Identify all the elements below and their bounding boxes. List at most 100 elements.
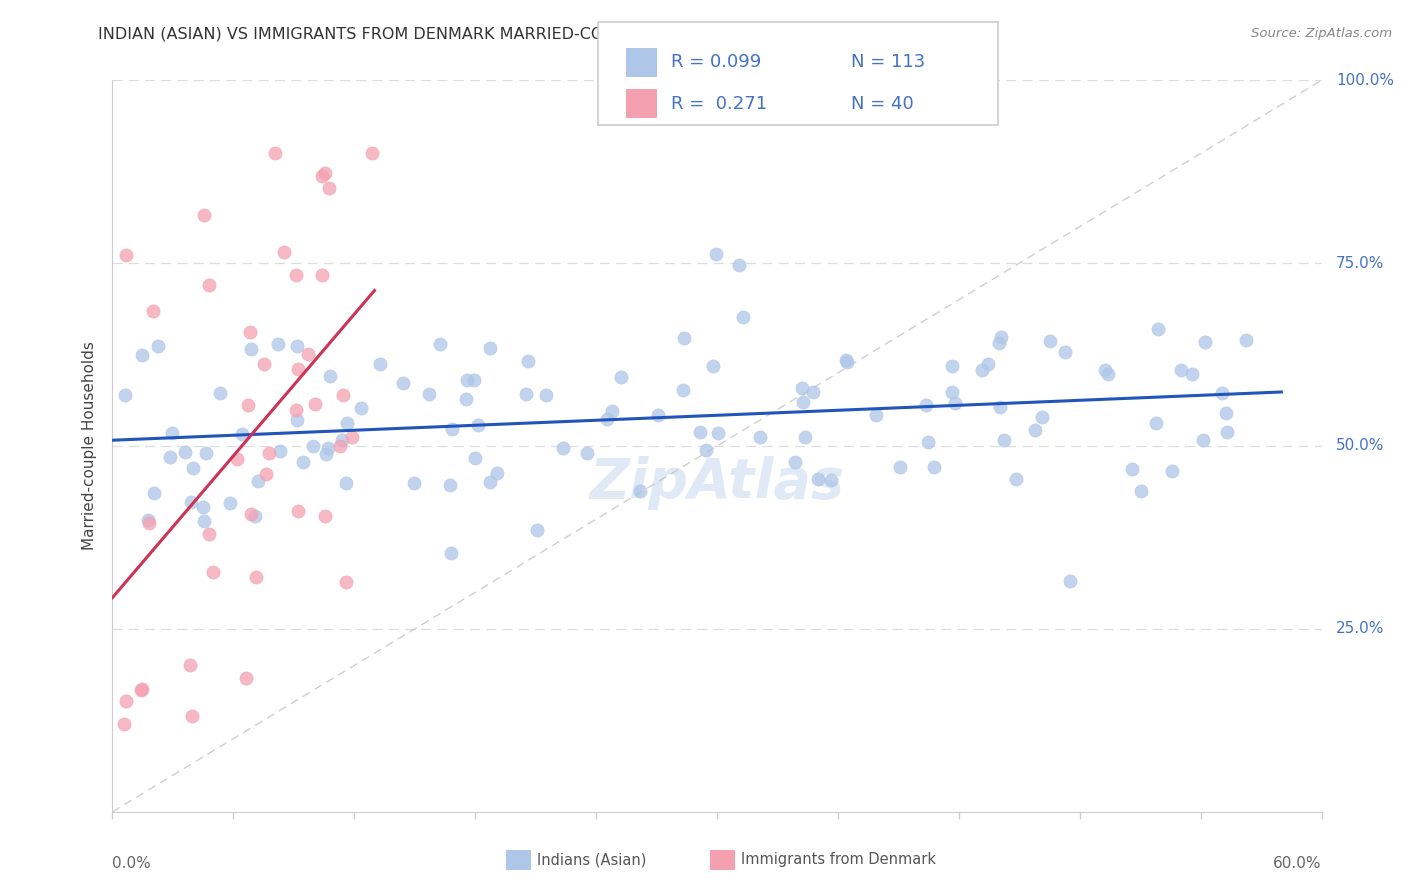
Point: [1054, 345, 1077, 359]
Point: [264, 146, 287, 161]
Point: [941, 385, 963, 400]
Point: [464, 450, 486, 465]
Point: [332, 433, 354, 447]
Point: [439, 478, 461, 492]
Point: [792, 394, 814, 409]
Point: [479, 342, 502, 356]
Point: [695, 442, 717, 457]
Point: [1094, 363, 1116, 377]
Point: [1004, 472, 1026, 486]
Point: [702, 359, 724, 373]
Point: [596, 412, 619, 426]
Text: 75.0%: 75.0%: [1336, 256, 1385, 270]
Point: [114, 248, 136, 262]
Text: N = 40: N = 40: [851, 95, 914, 112]
Text: R =  0.271: R = 0.271: [671, 95, 766, 112]
Point: [915, 398, 938, 412]
Point: [252, 357, 274, 371]
Point: [672, 383, 695, 397]
Point: [1191, 433, 1213, 447]
Point: [335, 575, 357, 590]
Point: [463, 373, 485, 387]
Point: [179, 657, 201, 672]
Point: [704, 246, 727, 260]
Text: N = 113: N = 113: [851, 54, 925, 71]
Point: [820, 473, 842, 487]
Point: [404, 475, 426, 490]
Point: [418, 386, 440, 401]
Point: [835, 355, 858, 369]
Point: [429, 336, 451, 351]
Point: [287, 504, 309, 518]
Point: [835, 353, 858, 368]
Point: [219, 496, 242, 510]
Text: 50.0%: 50.0%: [1336, 439, 1385, 453]
Point: [943, 395, 966, 409]
Text: Immigrants from Denmark: Immigrants from Denmark: [741, 853, 936, 867]
Point: [114, 388, 136, 402]
Point: [316, 441, 339, 455]
Point: [600, 404, 623, 418]
Point: [1121, 462, 1143, 476]
Point: [628, 483, 651, 498]
Point: [988, 400, 1011, 414]
Point: [297, 347, 319, 361]
Point: [479, 475, 502, 489]
Point: [136, 513, 159, 527]
Y-axis label: Married-couple Households: Married-couple Households: [82, 342, 97, 550]
Point: [287, 362, 309, 376]
Point: [174, 444, 197, 458]
Point: [336, 416, 359, 430]
Point: [180, 495, 202, 509]
Point: [269, 443, 291, 458]
Point: [536, 388, 558, 402]
Point: [485, 467, 508, 481]
Point: [245, 569, 267, 583]
Point: [1031, 410, 1053, 425]
Point: [517, 354, 540, 368]
Point: [392, 376, 415, 390]
Point: [285, 412, 308, 426]
Point: [707, 426, 730, 441]
Point: [181, 709, 204, 723]
Point: [515, 386, 537, 401]
Point: [273, 244, 295, 259]
Point: [368, 357, 391, 371]
Point: [610, 369, 633, 384]
Point: [807, 472, 830, 486]
Point: [246, 474, 269, 488]
Point: [785, 455, 807, 469]
Point: [254, 467, 277, 481]
Point: [1039, 334, 1062, 349]
Point: [1234, 333, 1257, 347]
Text: R = 0.099: R = 0.099: [671, 54, 761, 71]
Point: [990, 330, 1012, 344]
Point: [340, 429, 363, 443]
Point: [440, 546, 463, 560]
Point: [225, 452, 247, 467]
Point: [129, 683, 152, 698]
Text: Indians (Asian): Indians (Asian): [537, 853, 647, 867]
Point: [198, 527, 221, 541]
Text: 60.0%: 60.0%: [1274, 855, 1322, 871]
Point: [191, 500, 214, 515]
Point: [285, 338, 308, 352]
Point: [689, 425, 711, 439]
Text: 100.0%: 100.0%: [1336, 73, 1395, 87]
Point: [311, 169, 333, 184]
Point: [238, 398, 260, 412]
Point: [456, 373, 478, 387]
Point: [977, 357, 1000, 371]
Point: [1216, 425, 1239, 439]
Point: [202, 566, 225, 580]
Point: [131, 347, 153, 361]
Point: [467, 417, 489, 432]
Point: [733, 310, 755, 324]
Point: [159, 450, 181, 464]
Point: [922, 459, 945, 474]
Point: [138, 516, 160, 531]
Point: [257, 446, 280, 460]
Point: [319, 368, 342, 383]
Point: [304, 397, 326, 411]
Point: [441, 422, 464, 436]
